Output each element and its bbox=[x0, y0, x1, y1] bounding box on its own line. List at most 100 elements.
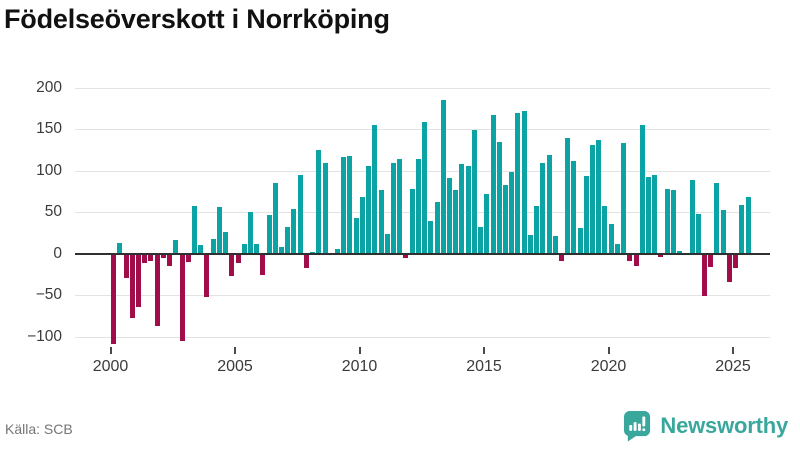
gridline bbox=[75, 295, 770, 296]
x-axis-label: 2015 bbox=[466, 358, 502, 375]
bar-2024Q3 bbox=[720, 209, 726, 254]
bar-2019Q4 bbox=[602, 206, 608, 254]
bar-2018Q4 bbox=[577, 227, 583, 254]
bar-2003Q3 bbox=[198, 245, 204, 254]
bar-2012Q4 bbox=[428, 221, 434, 254]
bar-2003Q4 bbox=[204, 253, 210, 297]
bar-2018Q2 bbox=[565, 138, 571, 254]
bar-2000Q1 bbox=[111, 253, 117, 344]
bar-2024Q2 bbox=[714, 182, 720, 254]
zero-line bbox=[75, 252, 770, 255]
bar-2024Q4 bbox=[726, 253, 732, 282]
bar-2006Q3 bbox=[272, 182, 278, 254]
x-axis-tick bbox=[109, 347, 112, 354]
y-axis-label: −50 bbox=[35, 286, 62, 303]
bar-2007Q1 bbox=[285, 226, 291, 254]
x-axis-label: 2025 bbox=[715, 358, 751, 375]
bar-2021Q3 bbox=[646, 177, 652, 254]
bar-2013Q4 bbox=[453, 190, 459, 254]
bar-2001Q2 bbox=[142, 253, 148, 263]
bar-2018Q1 bbox=[558, 253, 564, 261]
bar-2012Q2 bbox=[415, 158, 421, 254]
bar-chart-bubble-icon bbox=[623, 410, 652, 442]
x-axis-label: 2005 bbox=[217, 358, 253, 375]
bar-2020Q2 bbox=[614, 243, 620, 254]
x-axis-tick bbox=[358, 347, 361, 354]
bar-2010Q3 bbox=[372, 124, 378, 254]
bar-2010Q2 bbox=[366, 165, 372, 254]
gridline bbox=[75, 336, 770, 338]
bar-2012Q1 bbox=[409, 188, 415, 254]
bar-2011Q3 bbox=[397, 158, 403, 254]
bar-2010Q1 bbox=[359, 197, 365, 254]
y-axis-label: 100 bbox=[36, 161, 62, 179]
x-axis-label: 2020 bbox=[590, 358, 627, 375]
bar-2005Q4 bbox=[254, 244, 260, 254]
bar-2011Q1 bbox=[384, 234, 390, 254]
bar-2002Q3 bbox=[173, 240, 179, 254]
bar-2009Q4 bbox=[353, 217, 359, 254]
bar-2014Q4 bbox=[478, 226, 484, 254]
bar-2016Q1 bbox=[509, 172, 515, 254]
bar-2018Q3 bbox=[571, 160, 577, 254]
y-axis-label: −100 bbox=[27, 327, 62, 345]
y-axis-label: 150 bbox=[36, 120, 62, 137]
bar-2017Q3 bbox=[546, 154, 552, 254]
bar-2002Q1 bbox=[160, 253, 166, 258]
bar-2008Q3 bbox=[322, 163, 328, 254]
bar-2014Q1 bbox=[459, 163, 465, 254]
bar-2023Q2 bbox=[689, 180, 695, 254]
bar-2025Q1 bbox=[733, 253, 739, 269]
bar-2010Q4 bbox=[378, 190, 384, 254]
source-note: Källa: SCB bbox=[5, 421, 73, 437]
y-axis-label: 200 bbox=[36, 78, 62, 96]
bar-2016Q3 bbox=[521, 110, 527, 254]
bar-2016Q2 bbox=[515, 113, 521, 254]
y-axis-label: 0 bbox=[53, 244, 62, 262]
bar-2005Q3 bbox=[247, 212, 253, 254]
bar-2015Q1 bbox=[484, 193, 490, 254]
x-axis-tick bbox=[483, 347, 485, 354]
chart-title: Födelseöverskott i Norrköping bbox=[4, 4, 390, 34]
bar-2005Q1 bbox=[235, 253, 241, 264]
bar-2004Q4 bbox=[229, 253, 235, 276]
bar-2017Q1 bbox=[534, 206, 540, 254]
bar-2000Q3 bbox=[123, 253, 129, 279]
bar-2019Q2 bbox=[590, 144, 596, 254]
bar-2003Q1 bbox=[185, 253, 191, 262]
bar-2022Q2 bbox=[664, 188, 670, 254]
bar-2001Q3 bbox=[148, 253, 154, 261]
bar-2023Q4 bbox=[702, 253, 707, 296]
bar-2014Q2 bbox=[465, 165, 471, 254]
bar-2005Q2 bbox=[241, 244, 247, 254]
bar-2021Q2 bbox=[639, 124, 645, 254]
bar-2025Q2 bbox=[739, 204, 745, 254]
y-axis-label: 50 bbox=[44, 203, 62, 220]
bar-2020Q1 bbox=[608, 224, 614, 254]
bar-2000Q2 bbox=[117, 242, 123, 254]
bar-2021Q1 bbox=[633, 253, 639, 266]
bar-2016Q4 bbox=[527, 235, 533, 254]
bar-2007Q2 bbox=[291, 208, 297, 254]
bar-2009Q3 bbox=[347, 155, 353, 254]
bar-2009Q1 bbox=[335, 248, 341, 254]
bar-2001Q4 bbox=[154, 253, 160, 326]
bar-2007Q4 bbox=[303, 253, 309, 269]
bar-2006Q1 bbox=[260, 253, 266, 276]
bar-2002Q4 bbox=[179, 253, 185, 342]
bar-2024Q1 bbox=[708, 253, 714, 267]
bar-2004Q3 bbox=[223, 231, 229, 254]
bar-2013Q2 bbox=[440, 99, 446, 254]
bar-2013Q1 bbox=[434, 202, 440, 254]
x-axis-label: 2010 bbox=[341, 358, 378, 375]
bar-2020Q4 bbox=[627, 253, 633, 261]
bar-2008Q2 bbox=[316, 149, 322, 254]
bar-2006Q2 bbox=[266, 215, 272, 254]
bar-2013Q3 bbox=[446, 177, 452, 254]
bar-2020Q3 bbox=[621, 143, 627, 254]
x-axis-tick bbox=[234, 347, 236, 354]
bar-2021Q4 bbox=[652, 174, 658, 254]
gridline bbox=[75, 87, 770, 89]
bar-2004Q2 bbox=[216, 207, 222, 254]
